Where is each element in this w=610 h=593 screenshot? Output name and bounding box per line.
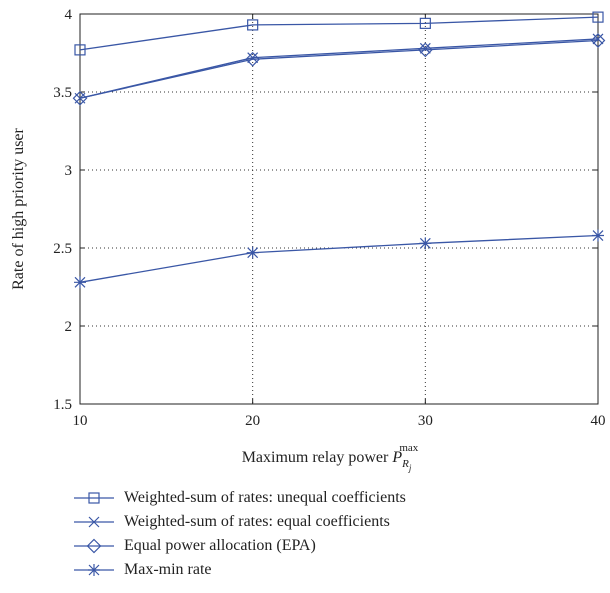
legend-swatch — [74, 516, 114, 528]
legend-item: Equal power allocation (EPA) — [70, 534, 406, 558]
y-tick-label: 1.5 — [53, 397, 72, 413]
data-point-x — [247, 52, 259, 64]
legend-swatch — [74, 564, 114, 576]
y-tick-label: 3.5 — [53, 85, 72, 101]
data-point-diamond — [245, 51, 261, 67]
legend-swatch — [74, 538, 114, 554]
legend-item: Weighted-sum of rates: unequal coefficie… — [70, 486, 406, 510]
x-axis-title: Maximum relay power PRjmax — [242, 442, 419, 473]
legend-label: Weighted-sum of rates: unequal coefficie… — [124, 489, 406, 506]
data-point-square — [74, 44, 86, 56]
data-point-star — [592, 229, 604, 242]
grid-lines — [80, 14, 598, 404]
legend-item: Max-min rate — [70, 558, 406, 582]
legend: Weighted-sum of rates: unequal coefficie… — [70, 486, 406, 582]
data-point-diamond — [417, 42, 433, 58]
series-star — [74, 229, 604, 289]
data-point-star — [246, 246, 259, 259]
legend-label: Equal power allocation (EPA) — [124, 537, 316, 554]
data-point-square — [419, 17, 431, 29]
series-line — [79, 38, 599, 99]
data-point-x — [419, 42, 431, 54]
data-point-diamond — [590, 33, 606, 48]
x-tick-label: 30 — [418, 413, 433, 429]
legend-label: Max-min rate — [124, 561, 212, 578]
data-point-x — [592, 33, 604, 45]
legend-item: Weighted-sum of rates: equal coefficient… — [70, 510, 406, 534]
y-tick-label: 2.5 — [53, 241, 72, 257]
series-x — [74, 33, 604, 104]
legend-label: Weighted-sum of rates: equal coefficient… — [124, 513, 390, 530]
legend-swatch — [74, 492, 114, 504]
y-axis-title: Rate of high priority user — [10, 127, 27, 289]
x-tick-label: 20 — [245, 413, 260, 429]
y-tick-label: 4 — [65, 7, 73, 23]
data-point-star — [419, 237, 432, 250]
x-tick-label: 10 — [73, 413, 88, 429]
series-line — [79, 16, 599, 51]
series-square — [74, 11, 604, 56]
y-tick-label: 3 — [65, 163, 73, 179]
data-point-star — [74, 276, 86, 289]
plot-frame — [79, 13, 599, 405]
axis-ticks: 10 20 30 40 1.5 2 2.5 3 3.5 4 — [53, 7, 605, 429]
x-tick-label: 40 — [591, 413, 606, 429]
plot-area — [80, 14, 598, 404]
chart: 10 20 30 40 1.5 2 2.5 3 3.5 4 Maximum relay power… — [10, 7, 606, 473]
series-group — [72, 11, 606, 289]
series-line — [79, 39, 599, 99]
data-point-square — [592, 11, 604, 23]
data-point-diamond — [72, 90, 88, 106]
y-tick-label: 2 — [65, 319, 73, 335]
series-line — [79, 234, 599, 283]
series-diamond — [72, 33, 606, 106]
data-point-square — [247, 19, 259, 31]
